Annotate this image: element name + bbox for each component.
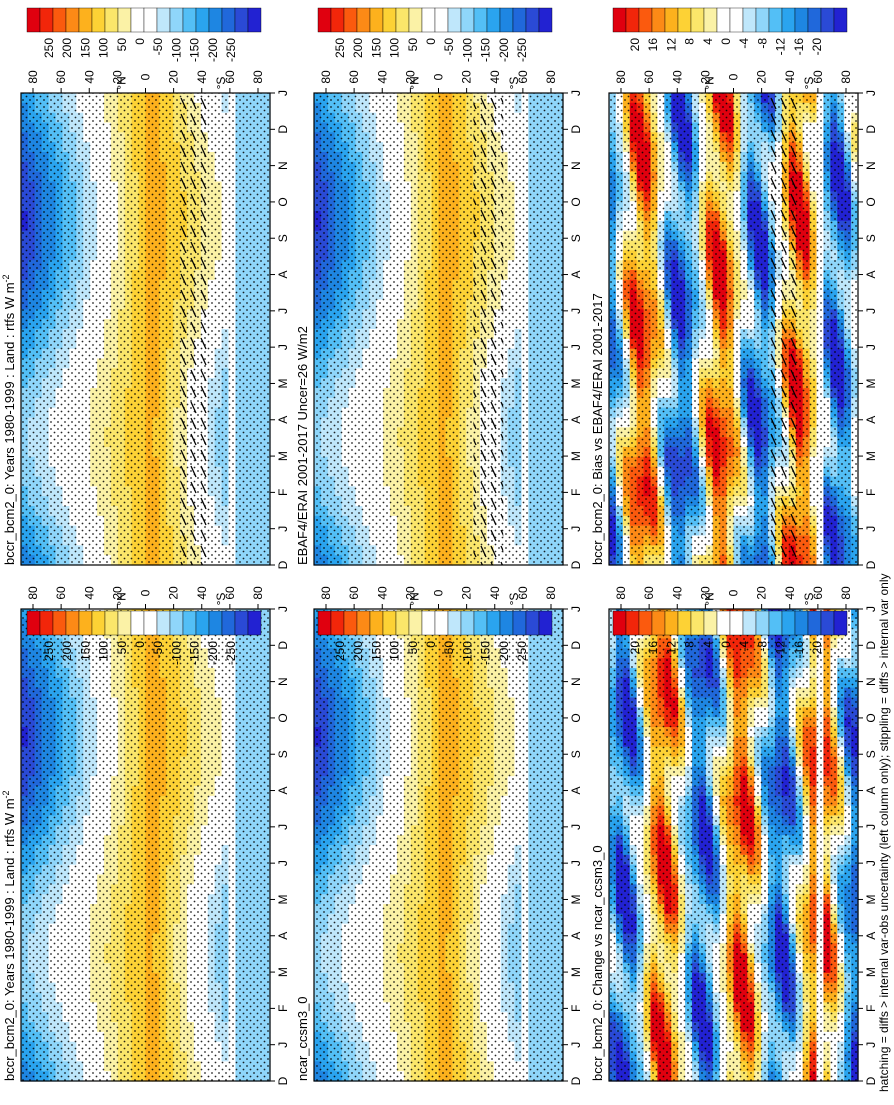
month-label: D [276,125,290,134]
month-label: S [276,750,290,758]
lat-label: 20 [167,586,181,600]
month-label: O [276,713,290,722]
lat-south: °S [214,593,228,606]
month-label: D [276,1076,290,1085]
lat-label: 80 [26,586,40,600]
hatching [180,93,211,565]
lat-label: 60 [223,586,237,600]
lat-label: 40 [82,70,96,84]
lat-label: 0 [139,73,153,80]
month-label: A [276,932,290,940]
stippling [21,609,270,1081]
month-label: A [276,416,290,424]
lat-label: 40 [195,70,209,84]
month-label: J [276,1042,290,1048]
month-label: N [276,161,290,170]
month-label: N [276,677,290,686]
panel-title: bccr_bcm2_0: Years 1980-1999 : Land : rt… [1,790,17,1081]
lat-south: °S [214,77,228,90]
month-label: A [276,787,290,795]
month-label: F [276,1005,290,1012]
month-label: M [276,967,290,977]
lat-label: 40 [195,586,209,600]
month-label: F [276,489,290,496]
panel-ml: EBAF4/ERAI 2001-2017 Uncer=26 W/m2 DJFMAM… [295,70,583,569]
stippling [21,93,270,565]
month-label: S [276,234,290,242]
panel-tl: bccr_bcm2_0: Years 1980-1999 : Land : rt… [1,70,290,569]
panel-title: bccr_bcm2_0: Years 1980-1999 : Land : rt… [1,274,17,565]
month-label: M [276,451,290,461]
lat-label: 20 [110,586,124,600]
month-label: M [276,378,290,388]
lat-north: °N [115,76,129,89]
lat-label: 80 [26,70,40,84]
lat-label: 60 [223,70,237,84]
lat-label: 20 [110,70,124,84]
month-label: J [276,90,290,96]
lat-label: 0 [139,589,153,596]
month-label: J [276,824,290,830]
month-label: J [276,308,290,314]
month-label: J [276,344,290,350]
lat-label: 60 [54,586,68,600]
month-label: J [276,606,290,612]
month-label: D [276,560,290,569]
lat-label: 40 [82,586,96,600]
month-label: J [276,860,290,866]
month-label: D [276,641,290,650]
month-label: A [276,271,290,279]
month-label: J [276,526,290,532]
lat-label: 80 [251,70,265,84]
lat-north: °N [115,592,129,605]
month-label: O [276,197,290,206]
panel-tr: bccr_bcm2_0: Years 1980-1999 : Land : rt… [1,586,290,1085]
lat-label: 60 [54,70,68,84]
month-label: M [276,894,290,904]
lat-label: 20 [167,70,181,84]
lat-label: 80 [251,586,265,600]
